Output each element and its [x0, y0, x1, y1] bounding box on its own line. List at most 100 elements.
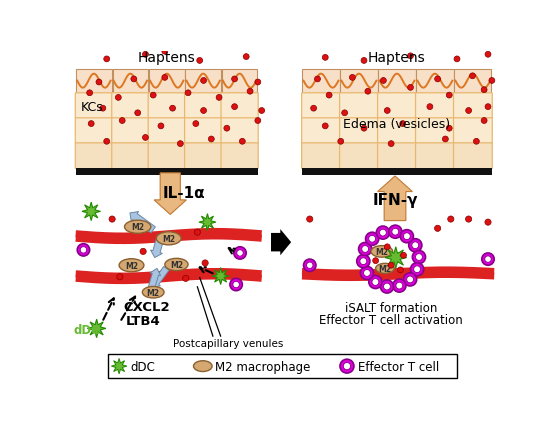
- Circle shape: [435, 226, 441, 232]
- Text: IL-1α: IL-1α: [163, 185, 206, 200]
- Circle shape: [233, 282, 239, 288]
- Circle shape: [398, 267, 403, 273]
- Bar: [302, 169, 492, 176]
- Circle shape: [307, 217, 313, 223]
- Circle shape: [470, 74, 475, 79]
- Circle shape: [237, 250, 243, 256]
- Circle shape: [373, 258, 379, 264]
- Ellipse shape: [142, 287, 164, 298]
- Text: Haptens: Haptens: [138, 51, 196, 65]
- Circle shape: [384, 244, 390, 250]
- Circle shape: [400, 230, 414, 243]
- Text: LTB4: LTB4: [126, 315, 161, 327]
- Circle shape: [202, 260, 208, 266]
- Circle shape: [365, 89, 371, 95]
- Circle shape: [322, 55, 328, 61]
- Circle shape: [404, 233, 410, 240]
- Text: KCs: KCs: [81, 101, 103, 114]
- Circle shape: [349, 75, 355, 81]
- Circle shape: [304, 260, 316, 272]
- FancyArrow shape: [271, 230, 291, 256]
- FancyBboxPatch shape: [415, 94, 454, 119]
- Polygon shape: [111, 358, 127, 374]
- Circle shape: [177, 141, 183, 147]
- Circle shape: [88, 122, 94, 127]
- Text: Haptens: Haptens: [368, 51, 426, 65]
- Circle shape: [360, 258, 367, 265]
- Text: dDC: dDC: [130, 360, 155, 373]
- Circle shape: [388, 141, 394, 147]
- Circle shape: [117, 274, 123, 280]
- FancyBboxPatch shape: [415, 144, 454, 169]
- Text: Postcapillary venules: Postcapillary venules: [173, 338, 284, 348]
- FancyBboxPatch shape: [301, 94, 340, 119]
- FancyBboxPatch shape: [378, 69, 415, 94]
- Circle shape: [365, 233, 379, 246]
- FancyBboxPatch shape: [415, 118, 454, 144]
- FancyBboxPatch shape: [416, 69, 454, 94]
- Circle shape: [404, 273, 416, 286]
- Text: M2: M2: [170, 260, 183, 270]
- Circle shape: [380, 280, 394, 293]
- FancyBboxPatch shape: [149, 69, 185, 94]
- Circle shape: [406, 276, 414, 283]
- FancyBboxPatch shape: [301, 144, 340, 169]
- FancyBboxPatch shape: [340, 118, 378, 144]
- FancyBboxPatch shape: [454, 144, 492, 169]
- Circle shape: [255, 118, 261, 124]
- Polygon shape: [82, 203, 101, 221]
- Circle shape: [409, 239, 422, 252]
- Circle shape: [150, 93, 156, 99]
- Circle shape: [216, 95, 222, 101]
- Circle shape: [259, 108, 265, 114]
- Circle shape: [412, 242, 419, 249]
- FancyArrow shape: [152, 267, 169, 288]
- Circle shape: [489, 79, 495, 84]
- Text: M2: M2: [147, 288, 160, 297]
- Circle shape: [384, 108, 390, 114]
- Circle shape: [415, 254, 423, 261]
- Circle shape: [446, 126, 452, 132]
- Ellipse shape: [156, 232, 181, 245]
- Circle shape: [364, 270, 370, 277]
- FancyArrow shape: [130, 212, 155, 233]
- FancyArrow shape: [151, 235, 165, 258]
- FancyBboxPatch shape: [301, 118, 340, 144]
- Circle shape: [230, 279, 242, 291]
- Circle shape: [162, 49, 168, 55]
- Circle shape: [194, 230, 201, 236]
- Circle shape: [232, 105, 237, 110]
- Circle shape: [408, 85, 414, 91]
- Circle shape: [104, 57, 110, 62]
- FancyBboxPatch shape: [148, 144, 185, 169]
- Polygon shape: [385, 247, 406, 269]
- Circle shape: [240, 139, 245, 145]
- FancyBboxPatch shape: [378, 118, 416, 144]
- Polygon shape: [212, 268, 229, 285]
- FancyArrow shape: [378, 177, 413, 221]
- FancyBboxPatch shape: [75, 144, 112, 169]
- FancyBboxPatch shape: [454, 69, 492, 94]
- FancyBboxPatch shape: [75, 118, 112, 144]
- FancyBboxPatch shape: [221, 94, 258, 119]
- Text: dDC: dDC: [73, 324, 100, 337]
- Circle shape: [77, 244, 90, 256]
- Text: M2 macrophage: M2 macrophage: [215, 360, 311, 373]
- FancyBboxPatch shape: [75, 94, 112, 119]
- Circle shape: [311, 106, 316, 112]
- Circle shape: [454, 57, 460, 62]
- Circle shape: [446, 93, 452, 99]
- FancyBboxPatch shape: [340, 69, 378, 94]
- Circle shape: [413, 251, 425, 264]
- Circle shape: [201, 108, 206, 114]
- Text: M2: M2: [379, 264, 391, 273]
- Circle shape: [109, 217, 115, 223]
- Circle shape: [384, 283, 390, 290]
- Circle shape: [104, 139, 110, 145]
- Text: CXCL2: CXCL2: [123, 301, 170, 314]
- Text: M2: M2: [375, 247, 388, 256]
- Circle shape: [466, 108, 471, 114]
- Circle shape: [485, 256, 491, 263]
- Ellipse shape: [193, 361, 212, 372]
- Text: iSALT formation: iSALT formation: [345, 302, 438, 315]
